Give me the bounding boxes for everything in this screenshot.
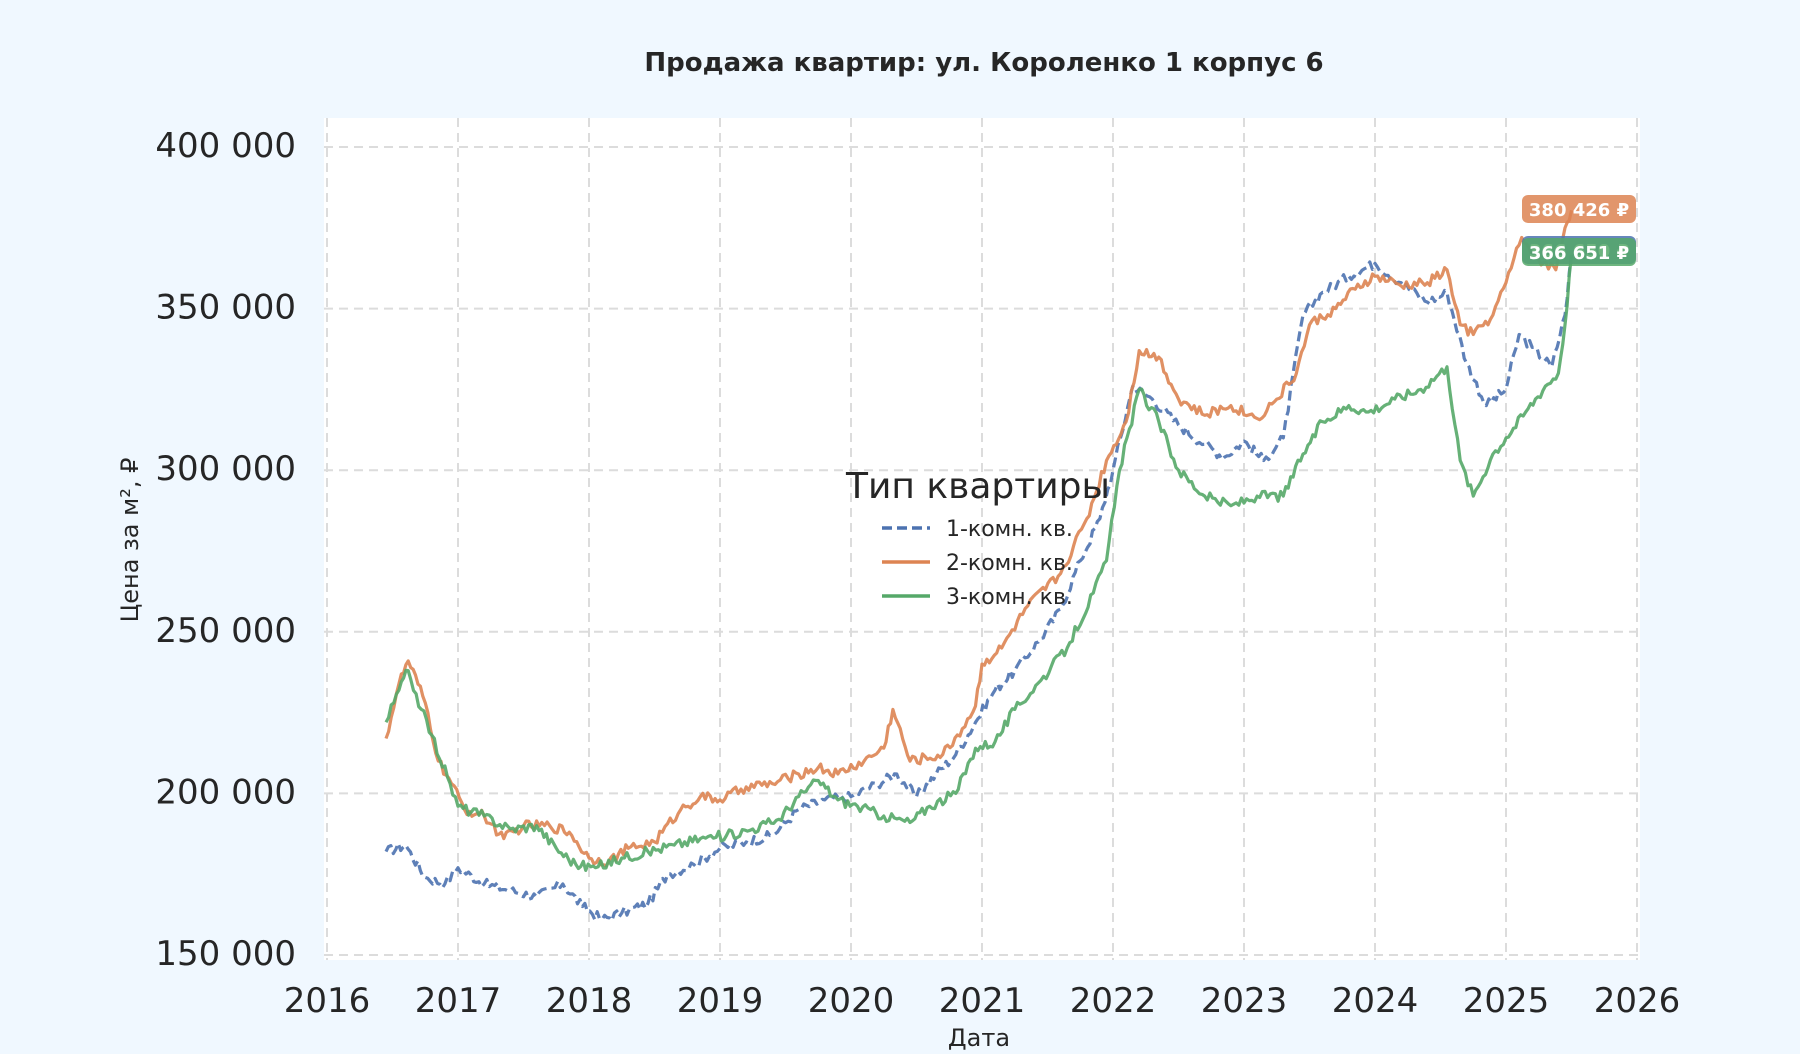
legend-title: Тип квартиры [845,466,1110,507]
y-tick-label: 150 000 [155,934,296,974]
x-tick-label: 2026 [1594,981,1681,1021]
end-label-badge [1522,238,1636,266]
x-tick-label: 2021 [939,981,1026,1021]
x-tick-label: 2022 [1070,981,1157,1021]
end-labels: 366 650 ₽380 426 ₽366 651 ₽ [1522,195,1636,266]
y-axis: 150 000 200 000 250 000 300 000 350 000 400 0… [155,126,296,974]
end-label-badge [1522,195,1636,223]
x-tick-label: 2023 [1201,981,1288,1021]
legend-label: 2-комн. кв. [946,551,1073,576]
y-axis-label: Цена за м², ₽ [116,458,144,623]
x-axis-label: Дата [948,1024,1010,1050]
legend-label: 3-комн. кв. [946,585,1073,610]
x-tick-label: 2020 [808,981,895,1021]
x-axis: 2016 2017 2018 2019 2020 2021 2022 2023 2024 2025… [284,981,1681,1021]
grid [324,118,1640,960]
series-line [384,254,1574,872]
y-tick-label: 250 000 [155,611,296,651]
y-tick-label: 200 000 [155,772,296,812]
series-lines [384,209,1574,923]
x-tick-label: 2024 [1332,981,1419,1021]
y-tick-label: 400 000 [155,126,296,166]
series-line [384,254,1574,923]
series-line [384,209,1574,868]
x-tick-label: 2018 [546,981,633,1021]
end-label-value: 366 651 ₽ [1529,243,1629,264]
legend-label: 1-комн. кв. [946,517,1073,542]
y-tick-label: 350 000 [155,288,296,328]
x-tick-label: 2025 [1463,981,1550,1021]
x-tick-label: 2016 [284,981,371,1021]
x-tick-label: 2017 [415,981,502,1021]
x-tick-label: 2019 [677,981,764,1021]
legend: Тип квартиры 1-комн. кв. 2-комн. кв. 3-ком… [845,466,1110,610]
end-label-value: 380 426 ₽ [1529,200,1629,221]
chart-title: Продажа квартир: ул. Короленко 1 корпус … [644,48,1323,78]
y-tick-label: 300 000 [155,449,296,489]
